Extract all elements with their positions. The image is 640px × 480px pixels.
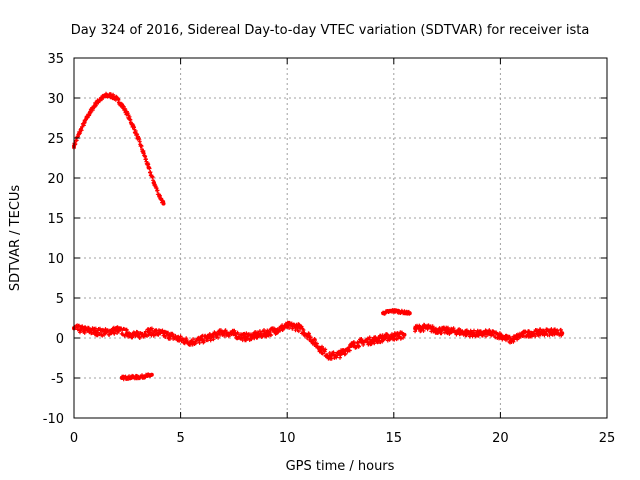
y-tick-label: -5 [51,372,64,387]
data-series-arc-4 [381,308,412,316]
data-points [72,91,565,382]
y-tick-label: 20 [47,172,64,187]
data-band-arc-3 [72,320,406,361]
y-tick-label: 35 [47,52,64,67]
y-tick-label: 25 [47,132,64,147]
x-tick-label: 15 [386,431,403,446]
data-band-arc-1 [72,91,166,205]
x-tick-label: 25 [599,431,616,446]
plot-frame [73,57,608,419]
chart-title: Day 324 of 2016, Sidereal Day-to-day VTE… [71,23,590,38]
data-series-arc-3 [72,320,407,361]
y-tick-label: 10 [47,252,64,267]
data-series-arc-5 [413,322,565,345]
y-tick-label: 0 [56,332,64,347]
y-tick-label: 30 [47,92,64,107]
data-band-arc-2 [120,372,154,382]
x-tick-label: 20 [492,431,509,446]
data-band-arc-4 [381,308,412,316]
x-tick-label: 10 [279,431,296,446]
x-tick-label: 5 [176,431,184,446]
data-series-arc-2 [119,372,154,382]
x-tick-label: 0 [70,431,78,446]
data-series-arc-1 [72,91,166,206]
y-tick-label: 15 [47,212,64,227]
x-axis-title: GPS time / hours [286,459,395,474]
data-band-arc-5 [413,322,564,345]
y-tick-label: 5 [56,292,64,307]
y-tick-label: -10 [43,412,64,427]
grid-lines [74,58,607,418]
axis-ticks: 0 5 10 15 20 25 -10 -5 0 5 10 15 20 25 30 35 [43,52,616,446]
y-axis-title: SDTVAR / TECUs [8,185,23,292]
